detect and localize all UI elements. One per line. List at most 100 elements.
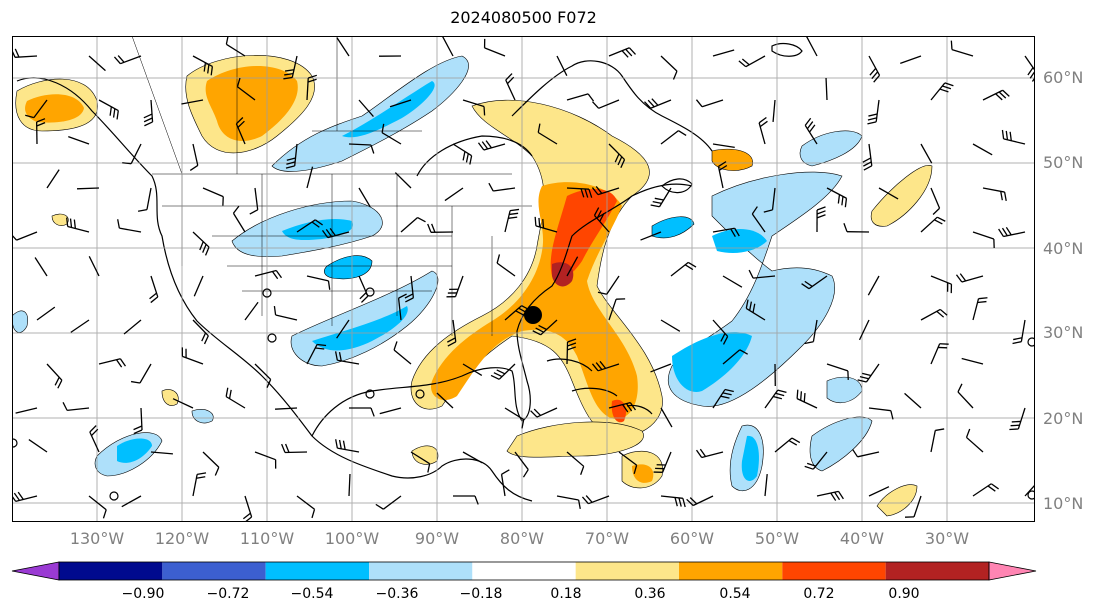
wind-barb-feather [593,207,600,216]
wind-barb-feather [841,196,844,206]
wind-barb [598,99,620,109]
wind-barb [660,55,678,72]
wind-barb-feather [672,70,678,80]
wind-barb [226,43,246,57]
wind-barb-feather [739,349,748,355]
wind-barb-feather [965,428,971,438]
wind-barb-feather [284,69,295,72]
wind-barb-feather [530,410,538,418]
wind-barb-feather [398,293,407,299]
wind-barb-feather [800,391,803,401]
wind-barb [722,275,743,288]
wind-barb-feather [863,165,873,171]
wind-barb [951,48,974,57]
wind-barb-feather [806,121,814,130]
wind-barb-feather [285,165,295,169]
calm-markers [12,287,1035,501]
wind-barb-feather [650,204,660,208]
wind-barb-feather [804,280,813,287]
wind-barb-feather [567,342,577,347]
lat-label: 40°N [1043,239,1084,258]
colorbar-segment [782,562,886,580]
wind-barb [397,298,402,321]
wind-barb-feather [315,347,325,350]
wind-barb-feather [113,56,121,65]
wind-barb [930,430,936,453]
wind-barb-feather [338,351,342,362]
wind-barb [484,47,506,57]
wind-barb [410,451,430,465]
wind-barb-feather [957,383,963,393]
lon-label: 60°W [669,529,715,548]
wind-barb [275,314,298,321]
wind-barb-feather [934,219,943,225]
wind-barb-feather [359,292,367,300]
colorbar-segment [575,562,679,580]
wind-barb-feather [955,274,963,283]
colorbar-tick-label: 0.18 [550,586,582,602]
lon-label: 70°W [584,529,630,548]
wind-barb [462,451,483,464]
wind-barb [119,227,142,233]
colorbar-segment [59,562,163,580]
wind-barb [123,319,142,335]
wind-barb [306,275,329,282]
wind-barb-feather [202,244,207,253]
wind-barb-feather [695,99,703,108]
wind-barb-feather [678,130,687,136]
wind-barb [202,187,224,198]
wind-barb-feather [686,498,694,506]
wind-barb [764,474,768,497]
wind-barb-feather [197,472,207,476]
wind-barbs [12,36,1035,522]
wind-barb-feather [695,449,703,458]
wind-barb [306,166,314,189]
wind-barb-feather [73,219,77,229]
wind-barb-feather [1001,227,1008,237]
lat-label: 10°N [1043,494,1084,513]
wind-barb-feather [149,292,157,300]
wind-barb [237,86,256,101]
wind-barb-feather [534,216,537,226]
wind-barb [650,363,672,373]
wind-barb [957,391,974,409]
wind-barb-feather [844,198,848,208]
wind-barb-feather [375,503,384,510]
colorbar-extend-low [11,561,60,581]
wind-barb-feather [816,206,826,211]
lat-label: 60°N [1043,68,1084,87]
wind-barb-feather [932,207,941,215]
wind-barb-feather [417,216,426,223]
wind-barb-feather [485,140,492,149]
wind-barb-feather [122,162,132,165]
wind-barb-feather [542,219,545,229]
wind-barb-feather [112,108,116,118]
wind-barb [771,187,776,210]
wind-barb [566,256,579,277]
wind-barb-feather [745,299,749,309]
wind-barb-feather [567,346,577,351]
wind-barb-feather [682,498,686,508]
wind-barb-feather [834,491,841,501]
wind-barb-feather [678,497,682,507]
wind-barb-feather [538,324,547,331]
colorbar-extend-high [988,561,1037,581]
wind-barb-feather [321,229,329,239]
wind-barb-feather [862,372,872,377]
wind-barb-feather [532,330,542,336]
wind-barb-feather [718,161,727,168]
wind-barb-feather [689,497,698,505]
wind-barb [70,319,90,333]
wind-barb-feather [749,301,753,311]
wind-barb-feather [133,425,143,431]
wind-barb-feather [936,216,946,222]
colorbar-segment [885,562,989,580]
wind-barb-feather [567,338,577,343]
wind-barb-feather [431,223,436,233]
wind-barb-feather [189,164,199,171]
lon-label: 80°W [499,529,545,548]
wind-barb [336,37,350,57]
wind-barb-feather [625,48,633,57]
wind-barb-feather [508,216,518,219]
wind-barb [500,474,506,497]
